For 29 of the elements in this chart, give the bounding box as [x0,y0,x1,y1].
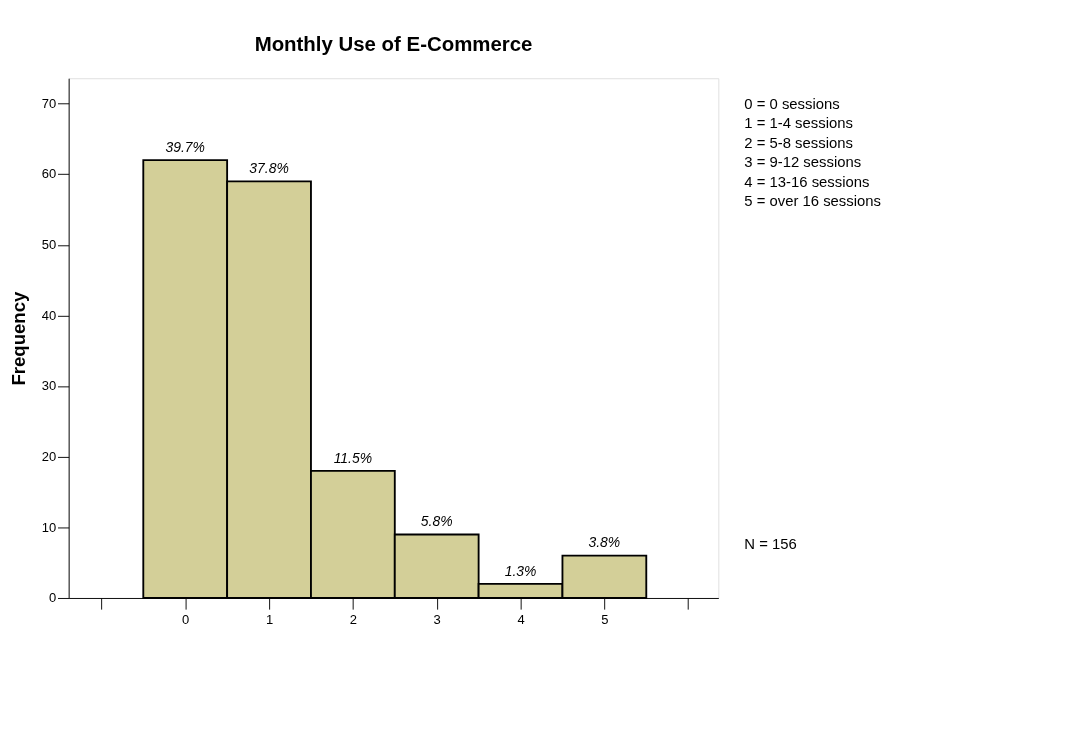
y-tick-label: 10 [41,519,57,535]
x-tick-label: 1 [265,611,274,627]
annotation: 1.3% [504,562,537,579]
x-tick-label: 0 [182,611,190,627]
y-axis-title: Frequency [7,291,29,386]
text: 2 = 5-8 sessions [744,134,853,151]
text: N = 156 [744,535,797,552]
text: 1 = 1-4 sessions [744,115,853,132]
annotation: 3.8% [588,534,621,551]
x-tick-label: 5 [601,611,609,627]
text: 0 = 0 sessions [744,95,840,112]
x-tick-label: 3 [433,611,441,627]
y-tick-label: 40 [41,307,57,323]
x-tick-label: 2 [349,611,357,627]
y-tick-label: 20 [41,448,57,464]
annotation: 5.8% [420,513,453,530]
annotation: 11.5% [333,449,373,466]
y-tick-label: 30 [41,378,57,394]
y-tick-label: 60 [41,166,57,182]
annotation: 37.8% [249,160,289,177]
y-tick-label: 50 [41,237,57,253]
annotation: 39.7% [165,138,205,155]
text: 3 = 9-12 sessions [744,154,862,171]
chart-title: Monthly Use of E-Commerce [254,33,533,56]
y-tick-label: 0 [48,590,57,606]
y-tick-label: 70 [41,95,57,111]
text: 4 = 13-16 sessions [744,173,870,190]
x-tick-label: 4 [517,611,525,627]
text: 5 = over 16 sessions [744,193,881,210]
